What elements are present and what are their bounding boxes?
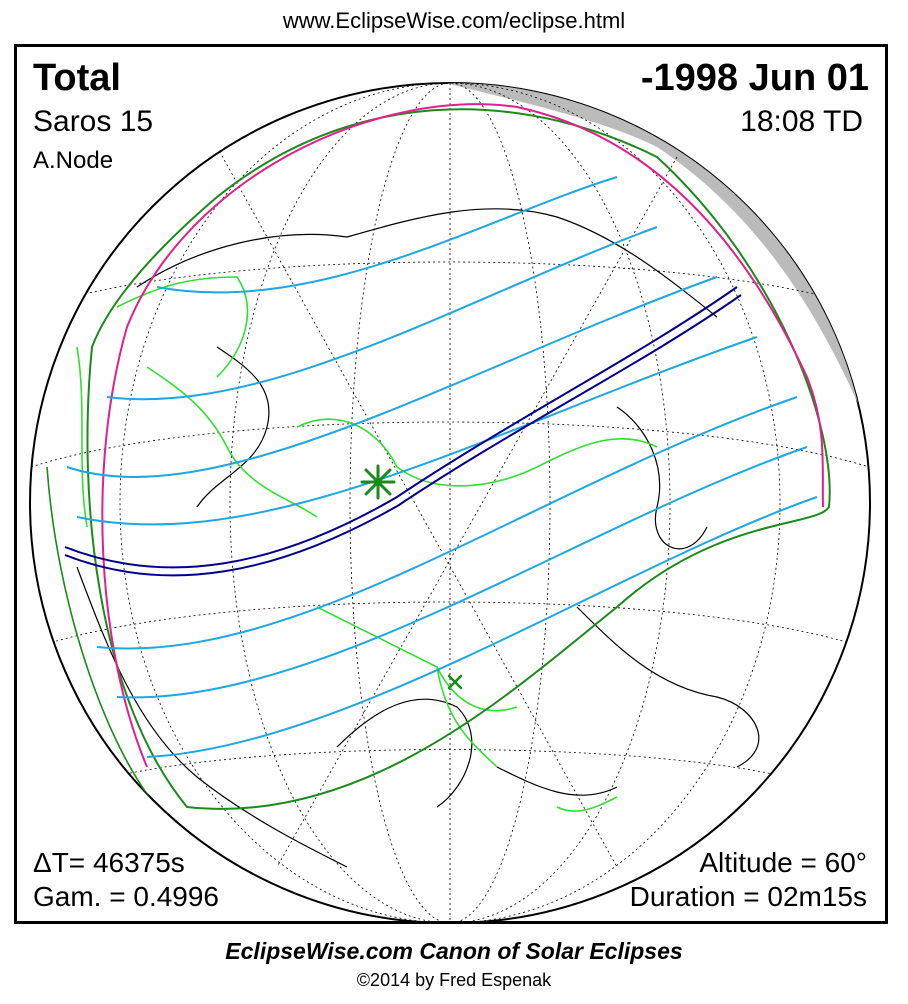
gamma-value: Gam. = 0.4996: [33, 881, 220, 912]
totality-duration: Duration = 02m15s: [629, 881, 867, 912]
saros-number: Saros 15: [33, 105, 154, 138]
copyright: ©2014 by Fred Espenak: [356, 970, 552, 990]
delta-t: ΔT= 46375s: [33, 847, 185, 878]
penumbral-limit: [86, 108, 831, 810]
eclipse-time: 18:08 TD: [740, 105, 863, 138]
penumbral-limit-outer: [46, 466, 158, 808]
coastlines: [76, 208, 760, 868]
partial-eclipse-lines: [66, 176, 818, 758]
node-label: A.Node: [33, 147, 114, 174]
rise-set-curve: [101, 103, 824, 768]
eclipse-map-frame: Total Saros 15 A.Node -1998 Jun 01 18:08…: [14, 44, 888, 924]
green-star-icon: [360, 464, 396, 500]
green-x-icon: [447, 674, 463, 690]
political-borders: [76, 276, 658, 812]
eclipse-date: -1998 Jun 01: [640, 57, 869, 99]
globe-map: [29, 82, 871, 921]
eclipse-type: Total: [33, 57, 121, 99]
site-url: www.EclipseWise.com/eclipse.html: [282, 8, 626, 33]
path-of-totality: [64, 286, 742, 577]
sun-altitude: Altitude = 60°: [699, 847, 867, 878]
canon-title: EclipseWise.com Canon of Solar Eclipses: [225, 938, 683, 964]
